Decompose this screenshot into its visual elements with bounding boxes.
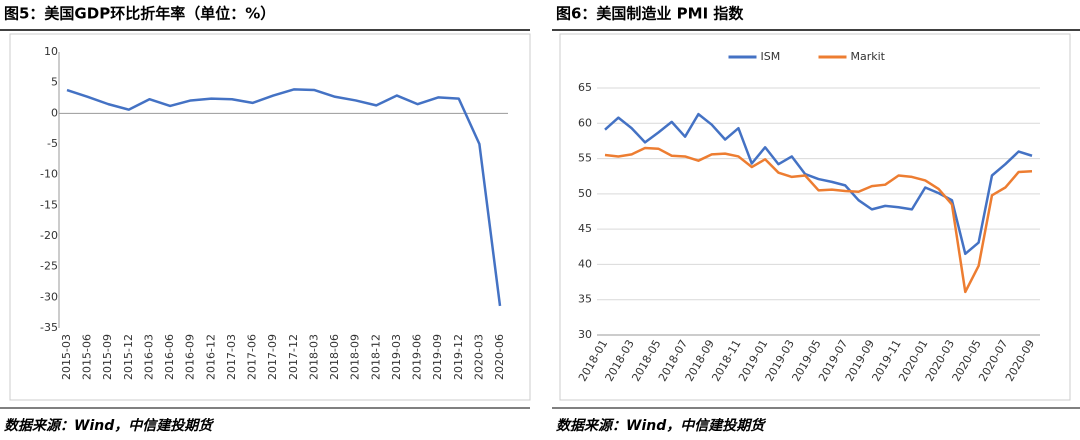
x-tick-label: 2016-09 xyxy=(184,334,197,380)
x-tick-label: 2017-12 xyxy=(287,334,300,380)
y-tick-label: 40 xyxy=(578,257,592,270)
x-tick-label: 2015-03 xyxy=(60,334,73,380)
x-tick-label: 2017-03 xyxy=(225,334,238,380)
x-tick-label: 2016-06 xyxy=(163,334,176,380)
x-tick-label: 2020-03 xyxy=(472,334,485,380)
y-tick-label: 55 xyxy=(578,152,592,165)
y-tick-label: 65 xyxy=(578,81,592,94)
x-tick-label: 2019-12 xyxy=(452,334,465,380)
line-series xyxy=(604,112,1033,256)
y-tick-label: -20 xyxy=(40,229,58,242)
y-tick-label: 0 xyxy=(51,106,58,119)
source: 数据来源：Wind，中信建投期货 xyxy=(4,417,214,434)
chart-frame xyxy=(9,33,531,401)
y-tick-label: -25 xyxy=(40,260,58,273)
line-series xyxy=(604,146,1033,294)
x-tick-label: 2017-09 xyxy=(266,334,279,380)
y-tick-label: -15 xyxy=(40,198,58,211)
x-tick-label: 2019-09 xyxy=(431,334,444,380)
source: 数据来源：Wind，中信建投期货 xyxy=(556,417,766,434)
legend-label: ISM xyxy=(761,50,781,63)
x-tick-label: 2018-12 xyxy=(369,334,382,380)
x-tick-label: 2020-06 xyxy=(493,334,506,380)
y-tick-label: -10 xyxy=(40,168,58,181)
x-tick-label: 2019-06 xyxy=(411,334,424,380)
x-tick-label: 2018-03 xyxy=(307,334,320,380)
y-tick-label: 10 xyxy=(44,45,58,58)
x-tick-label: 2016-03 xyxy=(142,334,155,380)
x-tick-label: 2016-12 xyxy=(204,334,217,380)
x-tick-label: 2015-06 xyxy=(81,334,94,380)
line-series xyxy=(66,88,502,307)
chart-frame xyxy=(559,33,1071,401)
y-tick-label: -30 xyxy=(40,290,58,303)
y-tick-label: 30 xyxy=(578,328,592,341)
y-tick-label: -35 xyxy=(40,321,58,334)
legend-label: Markit xyxy=(851,50,886,63)
x-tick-label: 2019-03 xyxy=(390,334,403,380)
y-tick-label: -5 xyxy=(47,137,58,150)
y-tick-label: 35 xyxy=(578,293,592,306)
y-tick-label: 50 xyxy=(578,187,592,200)
x-tick-label: 2018-09 xyxy=(349,334,362,380)
chart-title: 图6：美国制造业 PMI 指数 xyxy=(556,5,744,23)
x-tick-label: 2017-06 xyxy=(246,334,259,380)
chart-title: 图5：美国GDP环比折年率（单位：%） xyxy=(4,5,275,23)
y-tick-label: 5 xyxy=(51,76,58,89)
x-tick-label: 2015-09 xyxy=(101,334,114,380)
y-tick-label: 45 xyxy=(578,222,592,235)
x-tick-label: 2015-12 xyxy=(122,334,135,380)
y-tick-label: 60 xyxy=(578,116,592,129)
x-tick-label: 2018-06 xyxy=(328,334,341,380)
